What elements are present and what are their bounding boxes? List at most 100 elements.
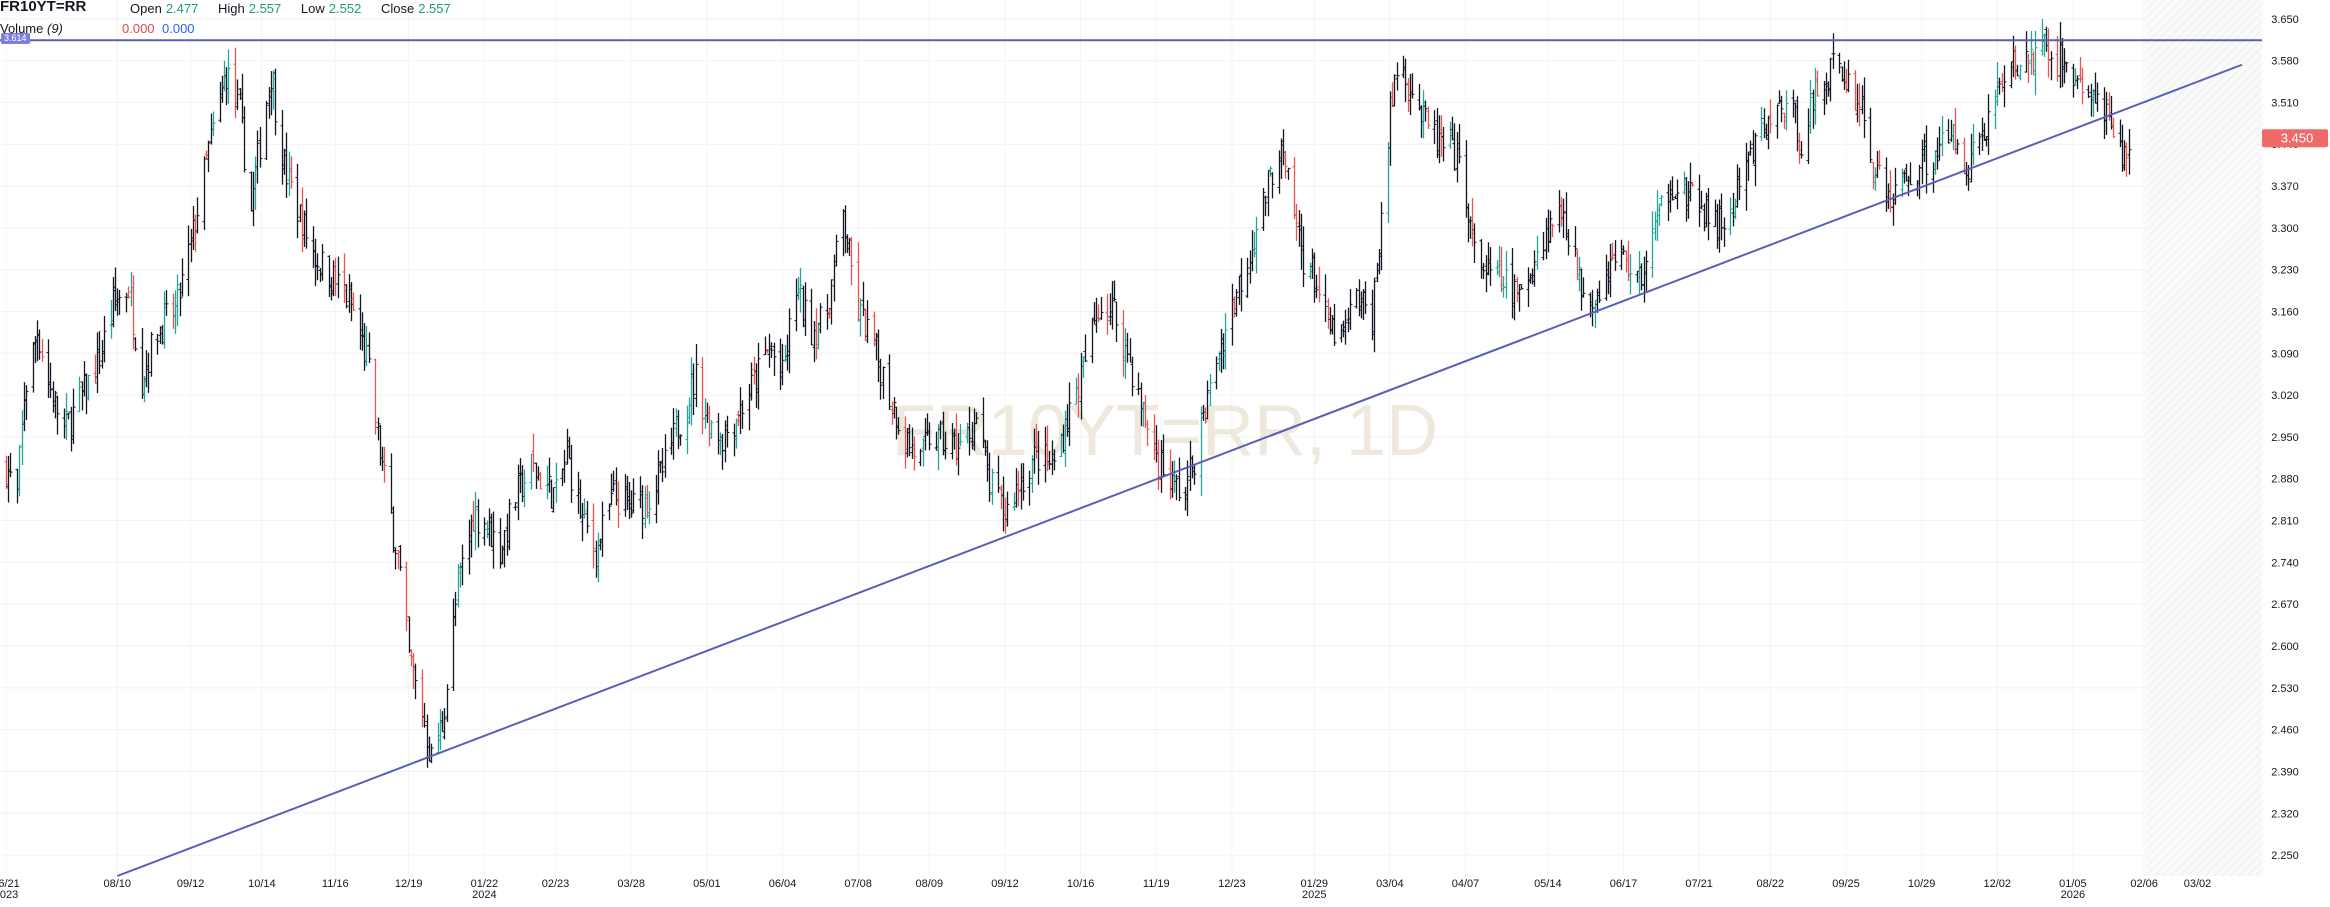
ohlc-bar [1105,293,1110,335]
ohlc-bar [155,333,160,355]
ohlc-bar [1099,296,1104,320]
ohlc-bar [756,342,761,410]
ohlc-bar [1083,334,1088,363]
ohlc-bar [1702,203,1707,232]
future-zone [2146,0,2262,876]
ohlc-bar [671,408,676,460]
x-tick-label: 10/14 [248,878,276,890]
ohlc-bar [53,390,58,419]
ohlc-bar [818,303,823,334]
ohlc-bar [255,130,260,184]
ohlc-bar [1323,274,1328,323]
ohlc-bar [591,503,596,569]
ohlc-bar [117,289,122,315]
ohlc-bar [1036,430,1041,485]
y-tick-label: 3.020 [2271,390,2299,402]
ohlc-bar [1363,281,1368,314]
y-tick-label: 3.510 [2271,97,2299,109]
y-tick-label: 2.670 [2271,599,2299,611]
x-tick-label: 05/01 [693,878,721,890]
ohlc-bar [803,282,808,337]
ohlc-bar [1156,439,1161,490]
ohlc-bar [2002,65,2007,108]
ohlc-bar [460,544,465,586]
ohlc-bar [1067,382,1072,447]
x-tick-label: 04/07 [1452,878,1480,890]
ohlc-bar [382,446,387,483]
x-tick-label: 10/16 [1067,878,1095,890]
x-tick-label: 03/28 [617,878,645,890]
ohlc-bar [1753,132,1758,187]
volume-indicator[interactable]: Volume (9) [0,21,63,36]
symbol-title[interactable]: FR10YT=RR [0,0,87,15]
ohlc-bar [2029,31,2034,75]
ohlc-bar [1283,151,1288,179]
ohlc-bar [918,448,923,467]
ohlc-bar [1541,231,1546,261]
ohlc-bar [1597,280,1602,304]
ohlc-bar [1410,73,1415,99]
ohlc-bar [1893,167,1898,205]
ohlc-bar [1940,116,1945,157]
ohlc-bar [551,487,556,513]
ohlc-bar [2080,67,2085,105]
x-tick-label: 06/04 [769,878,797,890]
ohlc-bar [226,49,231,104]
ohlc-bar [48,362,53,399]
ohlc-bar [164,290,169,316]
ohlc-bar [725,415,730,448]
ohlc-bar [1512,274,1517,321]
ohlc-bar [878,358,883,400]
ohlc-bar [1239,258,1244,312]
ohlc-bar [24,385,29,421]
ohlc-bar [798,267,803,313]
ohlc-bar [1192,464,1197,485]
ohlc-bar [943,431,948,460]
ohlc-bar [2071,63,2076,98]
ohlc-bar [881,366,886,400]
ohlc-bar [429,743,434,764]
ohlc-bar [1395,62,1400,91]
y-tick-label: 3.230 [2271,265,2299,277]
ohlc-bar [373,358,378,435]
ohlc-bar [126,286,131,299]
ohlc-bar [473,491,478,550]
trend-line[interactable] [116,63,2243,877]
ohlc-bar [569,444,574,504]
ohlc-bar [694,344,699,408]
x-tick-label: 02/06 [2130,878,2158,890]
x-tick-label: 07/21 [1685,878,1713,890]
ohlc-bar [691,363,696,416]
ohlc-bar [336,256,341,299]
ohlc-bar [996,455,1001,493]
x-tick-label: 01/05 [2059,878,2087,890]
ohlc-bar [40,338,45,362]
ohlc-bar [1379,202,1384,271]
x-tick-label: 10/29 [1908,878,1936,890]
ohlc-bar [64,392,69,441]
ohlc-bar [284,132,289,198]
ohlc-bar [491,511,496,569]
y-tick-label: 3.370 [2271,181,2299,193]
ohlc-bar [1205,380,1210,420]
ohlc-bar [907,424,912,457]
x-tick-label: 12/23 [1218,878,1246,890]
volume-value-b: 0.000 [162,21,195,36]
ohlc-bar [887,354,892,410]
ohlc-bar [1946,119,1951,144]
ohlc-bar [1868,107,1873,163]
ohlc-bar [131,275,136,350]
ohlc-bar [522,469,527,508]
ohlc-bar [1937,126,1942,161]
x-tick-label: 11/19 [1143,878,1170,890]
ohlc-bar [97,331,102,375]
ohlc-bar [538,471,543,490]
ohlc-bar [647,491,652,525]
ohlc-bar [1161,434,1166,477]
x-tick-label: 03/04 [1376,878,1404,890]
ohlc-bar [1005,491,1010,527]
ohlc-bar [482,517,487,546]
ohlc-bar [1722,217,1727,247]
